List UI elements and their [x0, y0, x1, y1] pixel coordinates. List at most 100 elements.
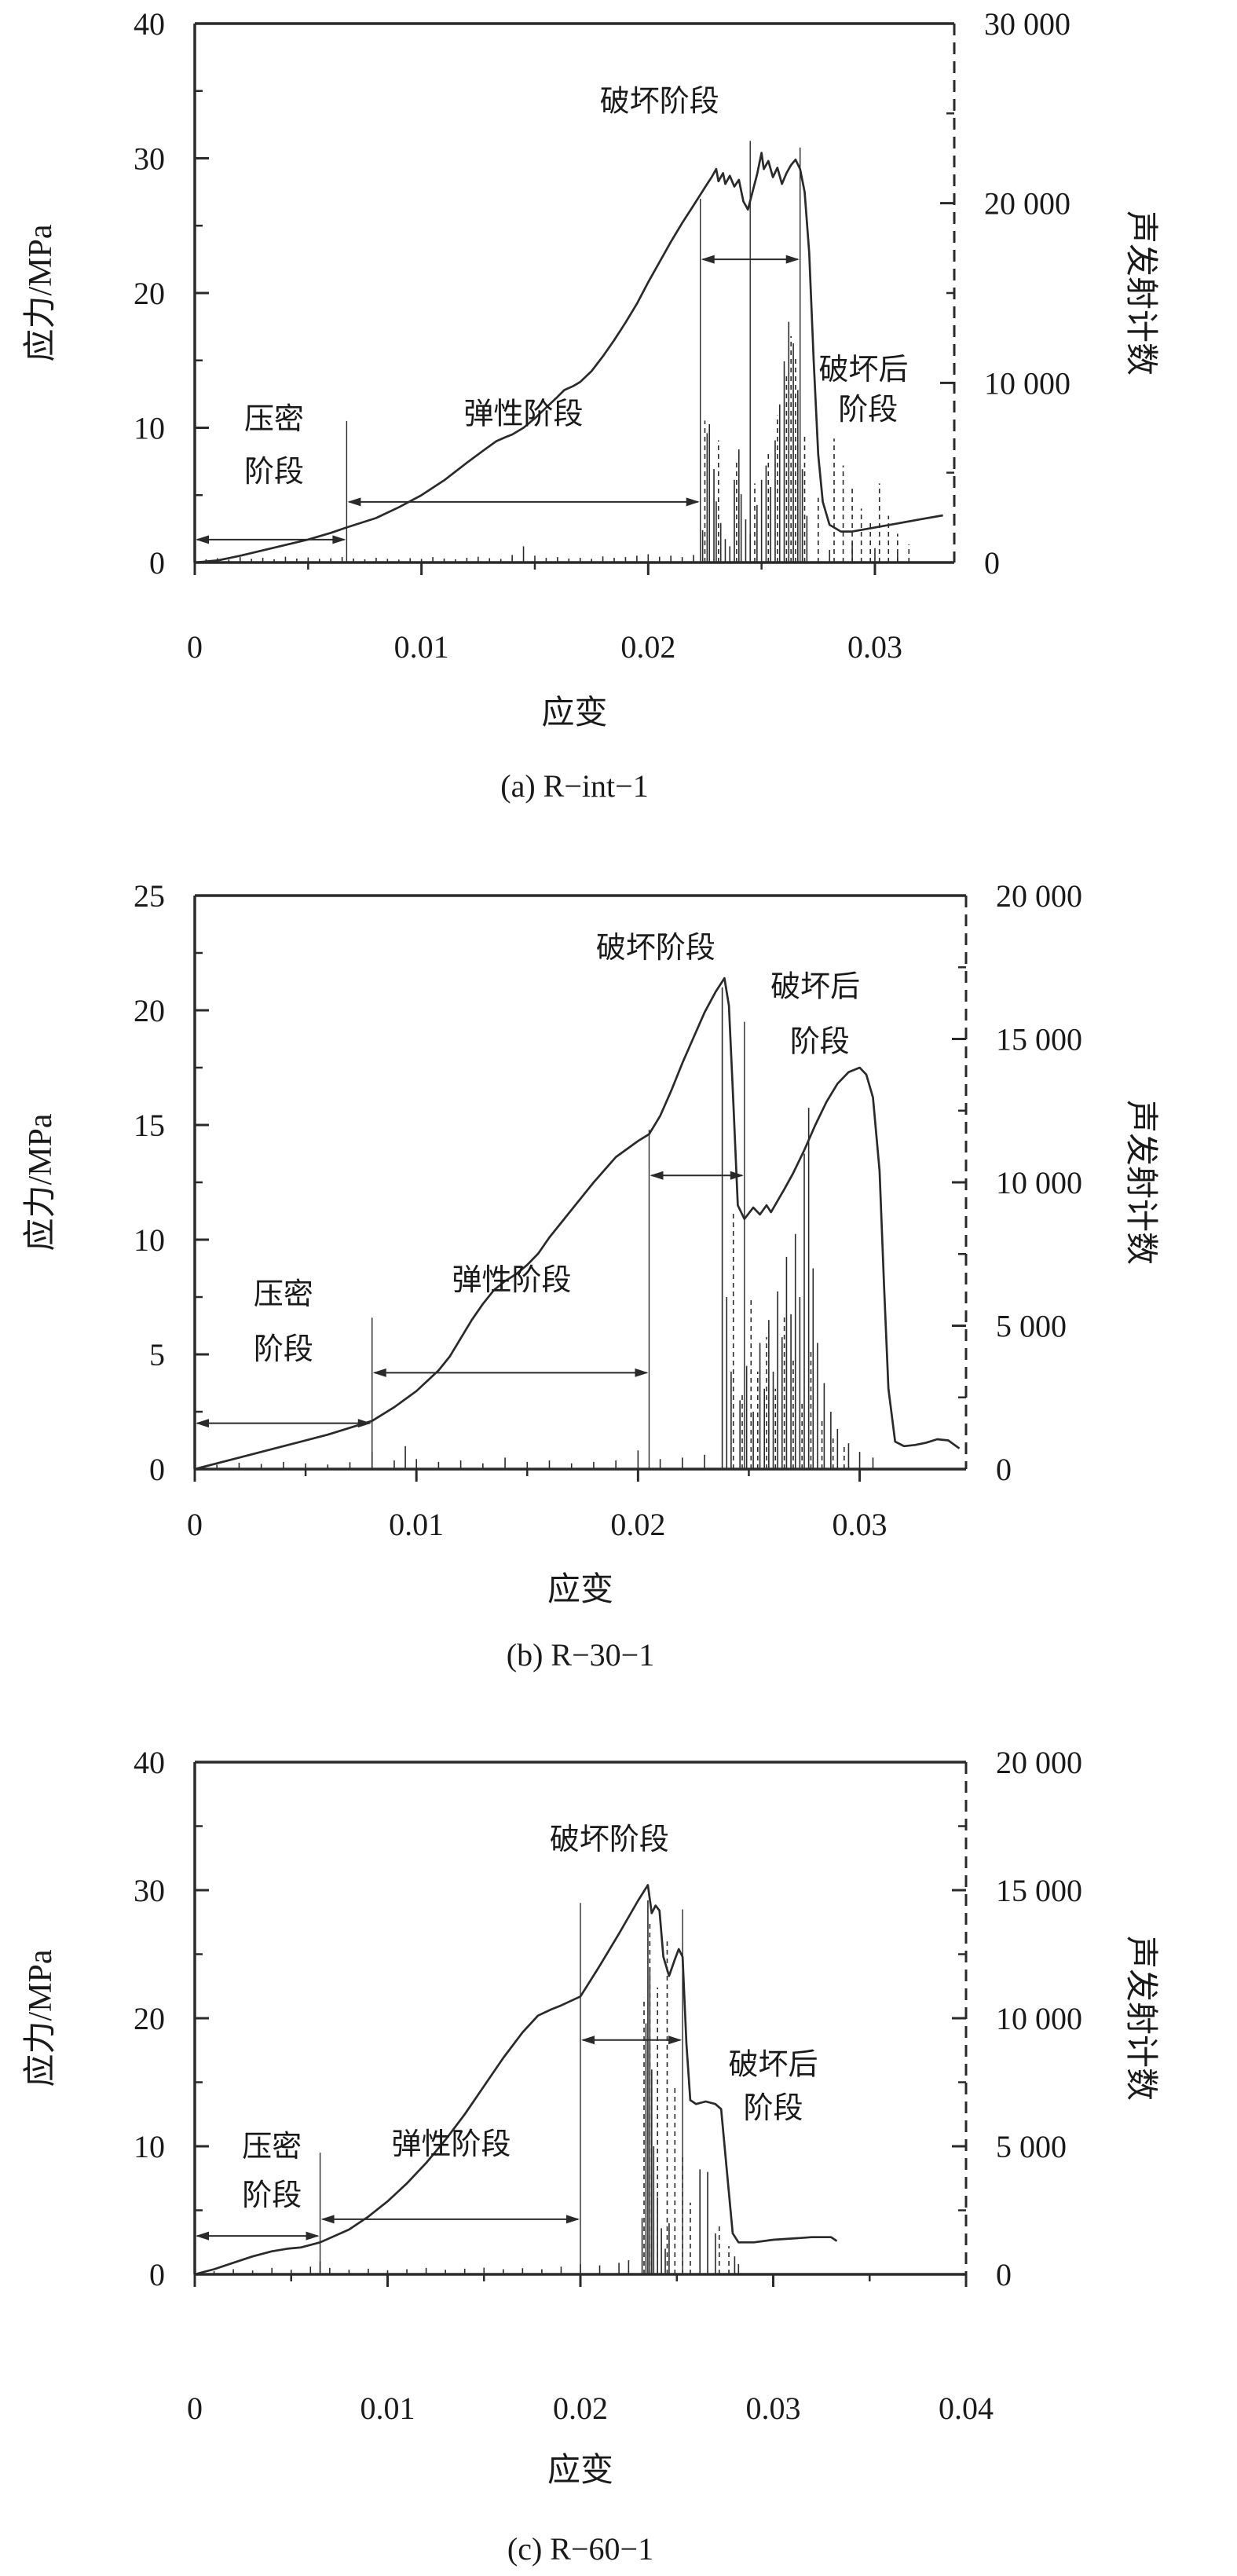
- chart-c-caption: (c) R−60−1: [507, 2531, 654, 2567]
- ae-count-spikes-solid: [213, 1900, 740, 2274]
- y-left-tick-label: 5: [149, 1337, 165, 1372]
- chart-b: 0 0.01 0.02 0.03 0 5 10 15 20 25 0 5 000 10 000 15 00…: [0, 829, 1237, 1677]
- arrow-head-left-icon: [196, 1419, 209, 1428]
- y-right-tick-label: 0: [996, 1452, 1012, 1487]
- arrow-head-right-icon: [332, 535, 346, 544]
- ae-count-spikes-solid: [216, 987, 874, 1469]
- chart-a-yright-label: 声发射计数: [1122, 210, 1158, 376]
- stage-label: 压密: [254, 1278, 313, 1311]
- arrow-head-left-icon: [320, 2215, 335, 2224]
- y-right-tick-label: 5 000: [996, 2129, 1067, 2164]
- ae-count-spikes-dashed: [704, 335, 910, 562]
- arrow-head-right-icon: [306, 2231, 320, 2241]
- stage-label: 破坏阶段: [596, 932, 715, 965]
- ae-count-spikes-dashed: [643, 1921, 730, 2274]
- axis-ticks: [193, 22, 954, 575]
- y-right-tick-label: 0: [984, 545, 1000, 581]
- x-tick-label: 0.02: [620, 629, 675, 665]
- y-right-tick-label: 10 000: [996, 1165, 1082, 1200]
- tick-labels: 0 0.01 0.02 0.03 0.04 0 10 20 30 40 0 5 000 10 000 15…: [134, 1745, 1082, 2426]
- chart-b-x-label: 应变: [547, 1572, 613, 1608]
- chart-a-svg: 0 0.01 0.02 0.03 0 10 20 30 40 0 10 000 20 000 30 00…: [134, 6, 1070, 665]
- y-left-tick-label: 10: [134, 1222, 165, 1258]
- y-right-tick-label: 0: [996, 2257, 1012, 2292]
- x-tick-label: 0.01: [360, 2391, 415, 2426]
- stage-label: 阶段: [244, 456, 304, 489]
- y-left-tick-label: 40: [134, 1745, 165, 1780]
- axis-ticks: [193, 1761, 968, 2287]
- x-tick-label: 0.02: [553, 2391, 608, 2426]
- arrow-head-left-icon: [701, 255, 715, 264]
- y-right-tick-label: 5 000: [996, 1309, 1067, 1344]
- y-right-tick-label: 20 000: [996, 878, 1082, 914]
- y-right-tick-label: 20 000: [996, 1745, 1082, 1780]
- stage-label: 阶段: [790, 1026, 850, 1059]
- chart-c-x-label: 应变: [547, 2453, 613, 2489]
- y-left-tick-label: 40: [134, 6, 165, 42]
- y-right-tick-label: 15 000: [996, 1022, 1082, 1057]
- stage-label: 破坏后: [728, 2049, 818, 2082]
- stage-arrows: [196, 255, 800, 544]
- arrow-head-left-icon: [196, 2231, 209, 2241]
- ae-count-spikes-solid: [205, 321, 898, 562]
- chart-b-svg: 0 0.01 0.02 0.03 0 5 10 15 20 25 0 5 000 10 000 15 00…: [134, 878, 1082, 1542]
- chart-c-yleft-label: 应力/MPa: [23, 1949, 59, 2087]
- y-left-tick-label: 10: [134, 411, 165, 446]
- stage-label: 阶段: [254, 1333, 313, 1366]
- stage-label: 破坏后: [819, 354, 909, 387]
- y-right-tick-label: 15 000: [996, 1873, 1082, 1908]
- x-tick-label: 0.02: [610, 1507, 665, 1542]
- stage-label: 破坏后: [770, 970, 860, 1003]
- stage-label: 压密: [242, 2131, 302, 2164]
- stage-boundary-lines: [371, 1021, 745, 1469]
- y-left-tick-label: 25: [134, 878, 165, 914]
- chart-a: 0 0.01 0.02 0.03 0 10 20 30 40 0 10 000 20 000 30 00…: [0, 0, 1237, 829]
- arrow-head-left-icon: [347, 497, 361, 507]
- y-left-tick-label: 15: [134, 1108, 165, 1143]
- stage-label: 弹性阶段: [392, 2128, 511, 2161]
- stage-label: 弹性阶段: [464, 398, 584, 431]
- x-tick-label: 0.04: [939, 2391, 994, 2426]
- chart-a-caption: (a) R−int−1: [500, 768, 649, 804]
- chart-c-yright-label: 声发射计数: [1122, 1935, 1158, 2101]
- y-left-tick-label: 30: [134, 1873, 165, 1908]
- y-right-tick-label: 30 000: [984, 6, 1070, 42]
- chart-a-x-label: 应变: [541, 695, 608, 731]
- y-left-tick-label: 0: [149, 1452, 165, 1487]
- x-tick-label: 0.03: [746, 2391, 801, 2426]
- stress-strain-curve: [194, 152, 943, 564]
- y-left-tick-label: 10: [134, 2129, 165, 2164]
- arrow-head-left-icon: [372, 1368, 386, 1377]
- arrow-head-right-icon: [785, 255, 800, 264]
- x-tick-label: 0: [187, 629, 203, 665]
- stress-curve-path: [194, 977, 961, 1471]
- ae-count-spikes-dashed: [732, 1211, 845, 1469]
- stage-label: 阶段: [743, 2092, 803, 2125]
- stage-label: 弹性阶段: [452, 1264, 572, 1297]
- y-left-tick-label: 0: [149, 545, 165, 581]
- stress-strain-curve: [194, 1884, 838, 2276]
- arrow-head-right-icon: [566, 2215, 580, 2224]
- y-left-tick-label: 30: [134, 141, 165, 177]
- y-right-tick-label: 20 000: [984, 186, 1070, 222]
- y-left-tick-label: 20: [134, 993, 165, 1028]
- axes-frame: [193, 22, 956, 564]
- arrow-head-right-icon: [635, 1368, 649, 1377]
- chart-a-yleft-label: 应力/MPa: [23, 224, 59, 362]
- stress-strain-curve: [194, 977, 961, 1471]
- chart-b-caption: (b) R−30−1: [506, 1637, 655, 1673]
- chart-b-yright-label: 声发射计数: [1122, 1099, 1158, 1265]
- x-tick-label: 0.01: [389, 1507, 444, 1542]
- arrow-head-left-icon: [650, 1171, 664, 1180]
- chart-b-yleft-label: 应力/MPa: [23, 1113, 59, 1251]
- arrow-head-right-icon: [686, 497, 700, 507]
- tick-labels: 0 0.01 0.02 0.03 0 10 20 30 40 0 10 000 20 000 30 00…: [134, 6, 1070, 665]
- arrow-head-right-icon: [668, 2036, 683, 2045]
- y-left-tick-label: 20: [134, 276, 165, 311]
- chart-c: 0 0.01 0.02 0.03 0.04 0 10 20 30 40 0 5 000 10 000 15…: [0, 1677, 1237, 2576]
- x-tick-label: 0.03: [847, 629, 902, 665]
- stage-label: 压密: [244, 403, 304, 436]
